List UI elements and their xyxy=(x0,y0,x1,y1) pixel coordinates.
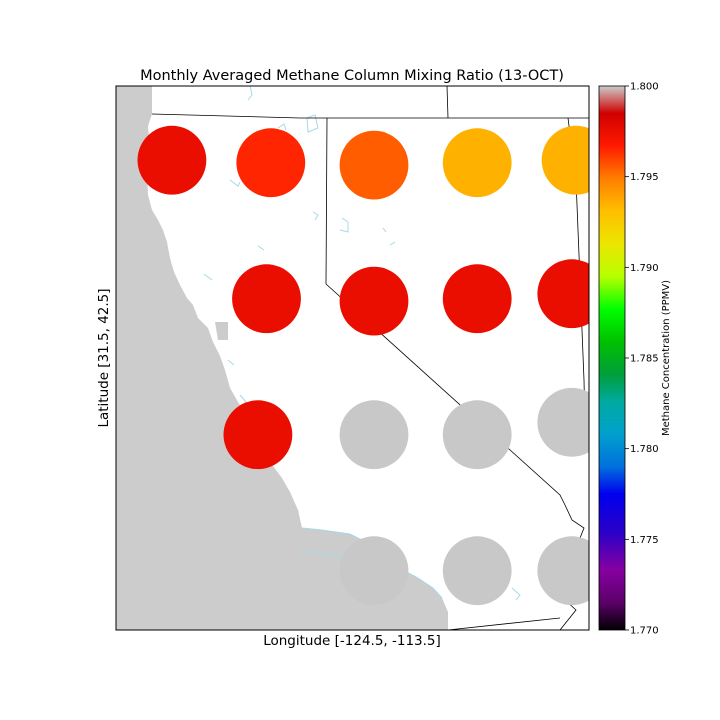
colorbar-tick-label: 1.795 xyxy=(630,172,659,183)
data-point xyxy=(340,267,409,336)
missing-data-point xyxy=(443,400,512,469)
data-point xyxy=(236,128,305,197)
map-panel xyxy=(116,85,610,630)
data-point xyxy=(224,400,293,469)
data-point xyxy=(537,259,606,328)
colorbar-tick-label: 1.780 xyxy=(630,444,659,455)
missing-data-point xyxy=(340,400,409,469)
colorbar-tick-label: 1.785 xyxy=(630,354,659,365)
colorbar-gradient xyxy=(599,86,625,630)
chart-title: Monthly Averaged Methane Column Mixing R… xyxy=(140,68,564,84)
colorbar-ticks: 1.770 1.775 1.780 1.785 1.790 1.795 1.800 xyxy=(625,82,659,637)
data-point xyxy=(443,128,512,197)
missing-data-point xyxy=(537,536,606,605)
missing-data-point xyxy=(537,388,606,457)
missing-data-point xyxy=(340,536,409,605)
data-point xyxy=(138,126,207,195)
data-point xyxy=(443,264,512,333)
colorbar-label: Methane Concentration (PPMV) xyxy=(661,280,672,436)
y-axis-label: Latitude [31.5, 42.5] xyxy=(96,288,112,427)
missing-data-point xyxy=(443,536,512,605)
data-point xyxy=(232,264,301,333)
x-axis-label: Longitude [-124.5, -113.5] xyxy=(263,633,441,649)
colorbar-tick-label: 1.800 xyxy=(630,82,659,93)
data-point xyxy=(340,131,409,200)
colorbar-tick-label: 1.775 xyxy=(630,535,659,546)
colorbar-tick-label: 1.790 xyxy=(630,263,659,274)
colorbar-tick-label: 1.770 xyxy=(630,626,659,637)
colorbar: 1.770 1.775 1.780 1.785 1.790 1.795 1.800 Meth… xyxy=(599,82,672,637)
